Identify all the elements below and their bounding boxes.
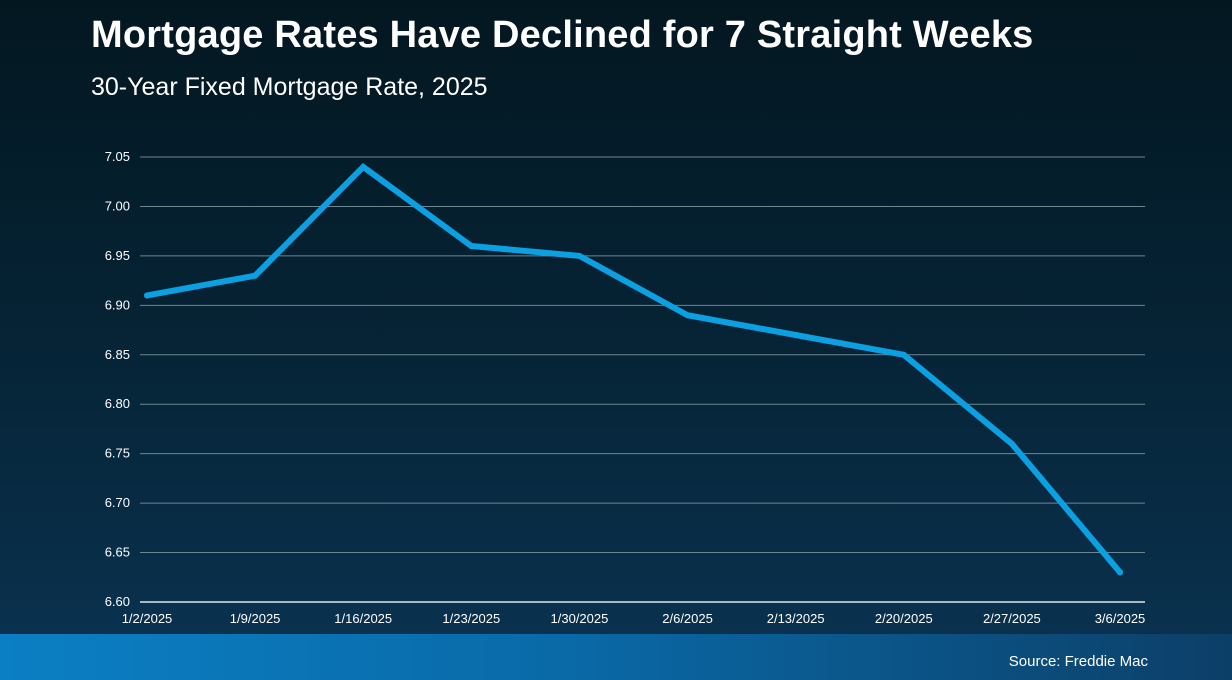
y-tick-label: 7.05: [105, 149, 130, 164]
chart-title: Mortgage Rates Have Declined for 7 Strai…: [91, 14, 1034, 56]
y-tick-label: 7.00: [105, 198, 130, 213]
data-point: [684, 312, 691, 319]
footer-bar: Source: Freddie Mac: [0, 634, 1232, 680]
y-axis-tick-labels: 6.60 6.65 6.70 6.75 6.80 6.85 6.90 6.95 7.00 7.05: [105, 149, 130, 609]
x-tick-label: 2/27/2025: [983, 611, 1041, 626]
data-point: [360, 163, 367, 170]
y-tick-label: 6.70: [105, 495, 130, 510]
y-tick-label: 6.65: [105, 545, 130, 560]
data-point: [792, 332, 799, 338]
y-tick-label: 6.60: [105, 594, 130, 609]
x-tick-label: 1/23/2025: [442, 611, 500, 626]
x-tick-label: 3/6/2025: [1095, 611, 1146, 626]
line-chart: 6.60 6.65 6.70 6.75 6.80 6.85 6.90 6.95 7.00 7.05…: [105, 149, 1146, 626]
y-tick-label: 6.75: [105, 446, 130, 461]
source-note: Source: Freddie Mac: [1008, 653, 1148, 670]
series-layer: [144, 162, 1123, 576]
y-tick-label: 6.85: [105, 347, 130, 362]
series-line: [144, 162, 1123, 576]
y-tick-label: 6.90: [105, 297, 130, 312]
y-tick-label: 6.95: [105, 248, 130, 263]
x-tick-label: 1/2/2025: [122, 611, 173, 626]
x-axis-tick-labels: 1/2/2025 1/9/2025 1/16/2025 1/23/2025 1/30/2…: [122, 611, 1146, 626]
data-point: [144, 292, 150, 299]
x-tick-label: 2/13/2025: [767, 611, 825, 626]
x-tick-label: 1/16/2025: [334, 611, 392, 626]
data-point: [900, 351, 907, 358]
data-point: [1008, 440, 1015, 447]
x-tick-label: 1/30/2025: [551, 611, 609, 626]
chart-subtitle: 30-Year Fixed Mortgage Rate, 2025: [91, 73, 488, 101]
x-tick-label: 2/20/2025: [875, 611, 933, 626]
y-tick-label: 6.80: [105, 396, 130, 411]
data-point: [252, 272, 259, 279]
data-point: [468, 243, 475, 249]
x-tick-label: 1/9/2025: [230, 611, 281, 626]
data-point: [1117, 569, 1123, 576]
x-tick-label: 2/6/2025: [662, 611, 713, 626]
data-point: [576, 252, 583, 259]
gridlines: [140, 156, 1145, 603]
